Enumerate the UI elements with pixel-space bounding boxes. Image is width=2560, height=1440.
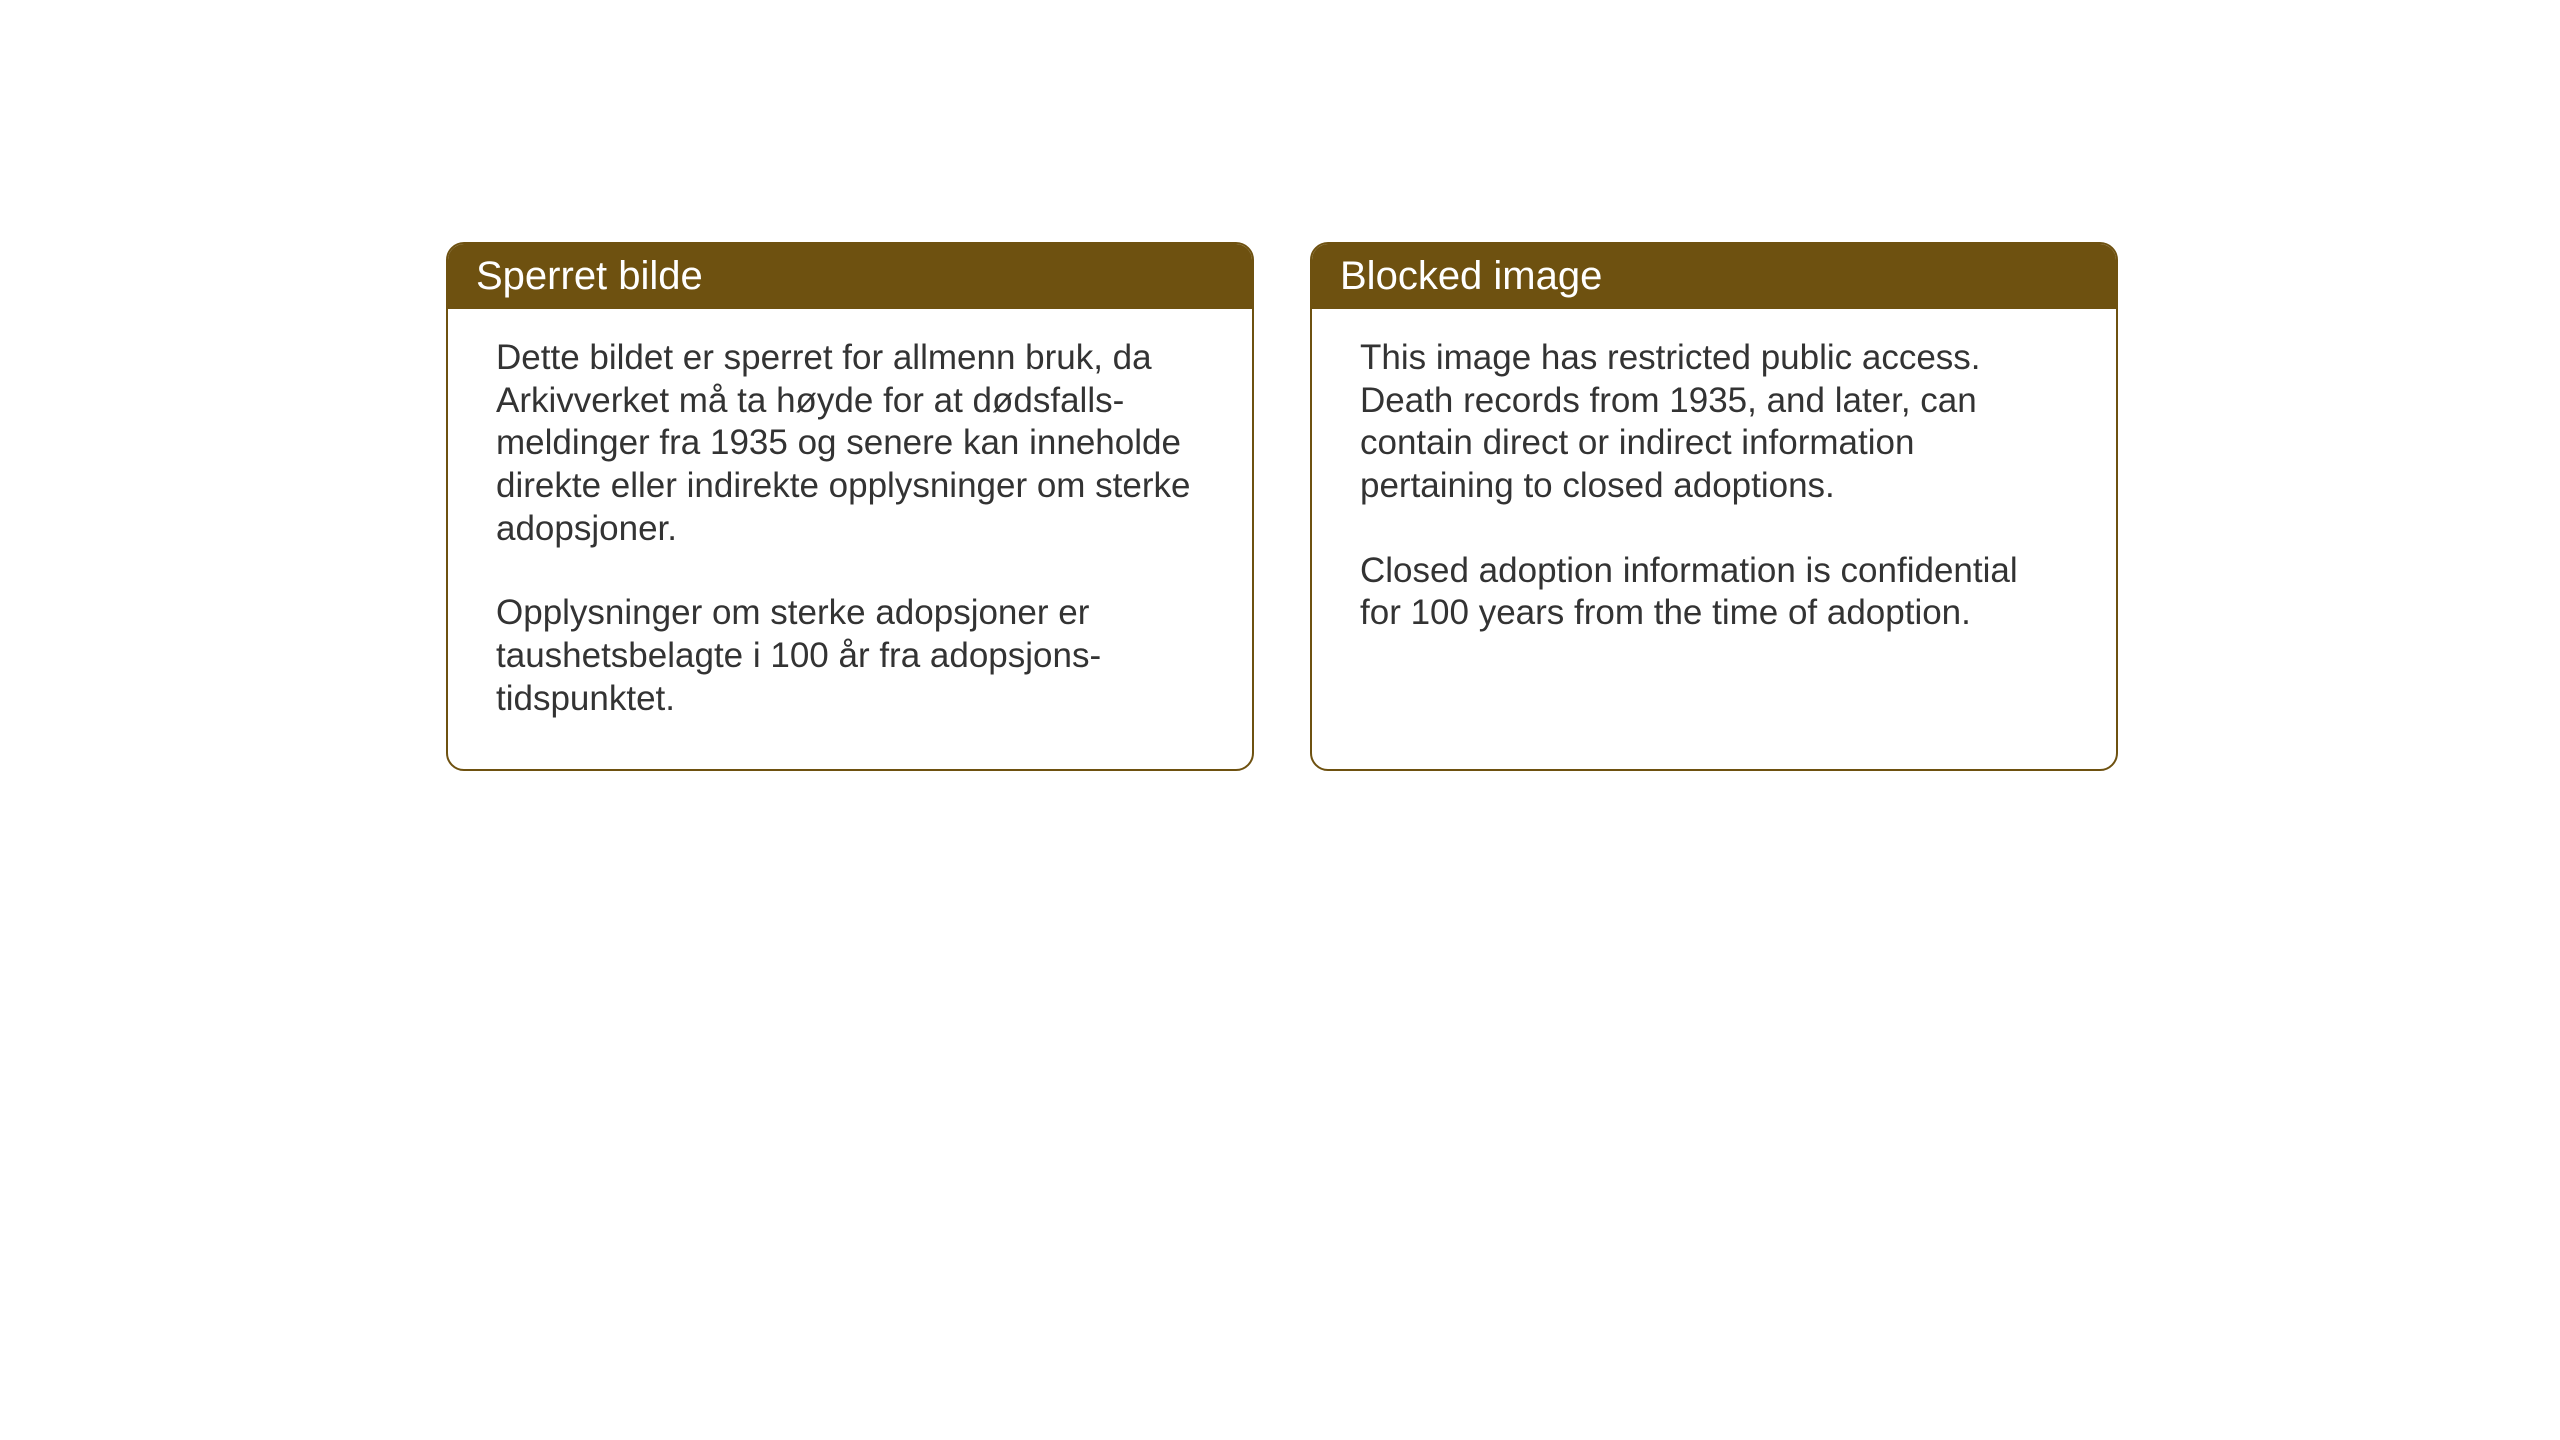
notice-paragraph: Closed adoption information is confident…	[1360, 550, 2068, 635]
notice-paragraph: Dette bildet er sperret for allmenn bruk…	[496, 337, 1204, 550]
notice-card-english: Blocked image This image has restricted …	[1310, 242, 2118, 771]
notice-header-english: Blocked image	[1312, 244, 2116, 309]
notice-title: Sperret bilde	[476, 254, 703, 298]
notice-paragraph: Opplysninger om sterke adopsjoner er tau…	[496, 592, 1204, 720]
notice-title: Blocked image	[1340, 254, 1602, 298]
notice-paragraph: This image has restricted public access.…	[1360, 337, 2068, 508]
notice-card-norwegian: Sperret bilde Dette bildet er sperret fo…	[446, 242, 1254, 771]
notice-header-norwegian: Sperret bilde	[448, 244, 1252, 309]
notice-body-norwegian: Dette bildet er sperret for allmenn bruk…	[448, 309, 1252, 769]
notice-body-english: This image has restricted public access.…	[1312, 309, 2116, 683]
notice-cards-container: Sperret bilde Dette bildet er sperret fo…	[446, 242, 2118, 771]
